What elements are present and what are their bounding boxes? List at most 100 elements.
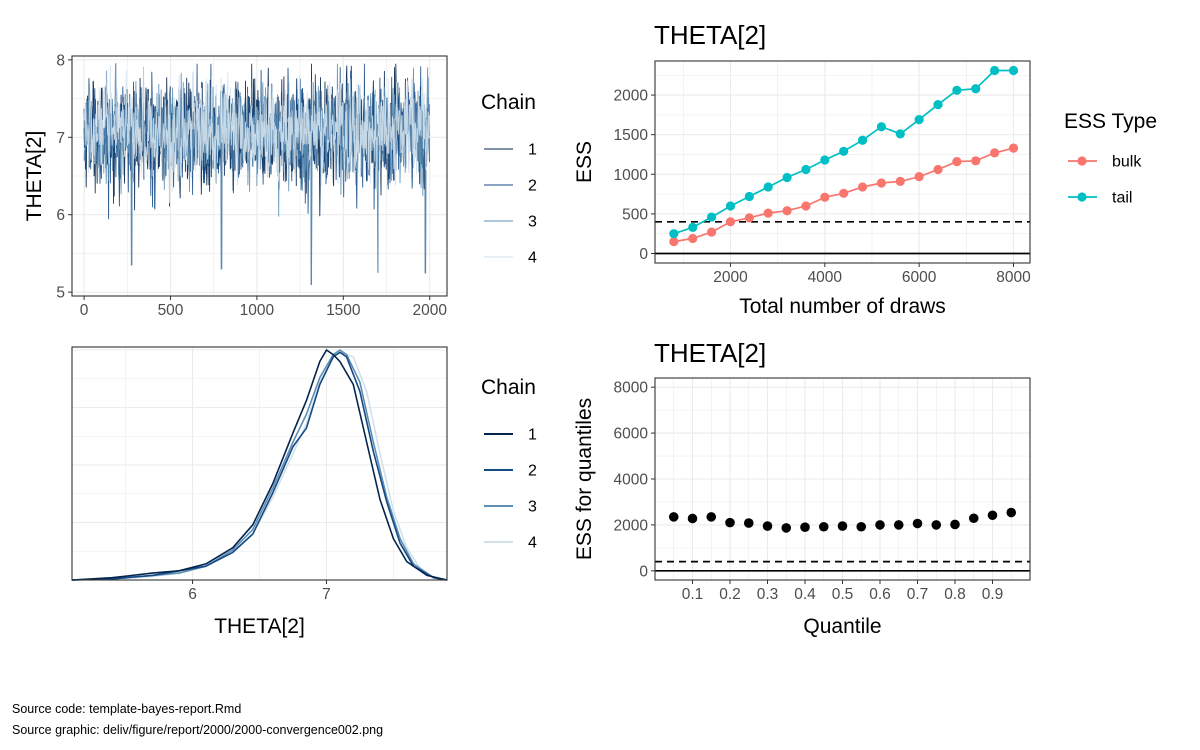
ess-point-tail (839, 146, 849, 156)
ess-point-bulk (990, 148, 1000, 158)
x-tick-label: 0 (80, 302, 89, 319)
ess-quantile-point (668, 512, 679, 522)
ess-point-tail (688, 222, 698, 232)
ess-point-tail (914, 115, 924, 125)
panel-border (71, 346, 448, 581)
ess-point-tail (744, 191, 754, 202)
trace-line-chain-4 (83, 65, 430, 204)
ess-point-bulk (782, 206, 792, 216)
x-tick-label: 0.6 (869, 586, 891, 603)
ess-quantile-point (1006, 507, 1017, 518)
legend-key-point-tail (1077, 192, 1087, 202)
ess-point-tail (876, 122, 887, 132)
ess-quantile-point (987, 510, 998, 521)
ess-point-bulk (688, 233, 698, 244)
y-tick-label: 1000 (614, 167, 649, 184)
ess-point-tail (971, 84, 981, 94)
ess-quantile-point (743, 518, 754, 528)
y-tick-label: 8 (56, 52, 65, 69)
ess-point-tail (725, 201, 736, 211)
ess-point-bulk (1008, 143, 1019, 153)
ess-point-bulk (895, 176, 905, 187)
ess-point-tail (990, 65, 1000, 76)
y-tick-label: 5 (56, 285, 65, 302)
trace-plot-panel: 0 500 1000 1500 2000 5 6 7 8 THETA[2] Chain 1 2 3 4 (23, 52, 537, 319)
legend-label-chain-4: 4 (528, 250, 537, 267)
x-tick-label: 0.1 (682, 586, 704, 603)
x-tick-label: 0.7 (907, 586, 929, 603)
x-tick-label: 0.9 (982, 586, 1004, 603)
ess-point-bulk (839, 188, 849, 198)
legend-label-chain-1: 1 (528, 142, 537, 159)
ess-point-tail (933, 99, 943, 110)
ess-quantile-point (875, 520, 885, 530)
ess-point-tail (707, 212, 717, 222)
x-tick-label: 1500 (326, 302, 361, 319)
ess-quantile-point (912, 518, 923, 529)
ess-point-bulk (725, 217, 736, 227)
ess-quantile-point (931, 520, 942, 530)
density-plot-panel: 6 7 THETA[2] Chain 1 2 3 4 (71, 346, 537, 638)
ess-point-bulk (952, 157, 962, 167)
legend-label-tail: tail (1112, 190, 1132, 207)
x-tick-label: 0.8 (944, 586, 966, 603)
ess-quantile-point (706, 512, 717, 522)
ess-point-tail (669, 229, 679, 239)
x-tick-label: 7 (322, 586, 331, 603)
ess-point-bulk (933, 164, 943, 175)
legend-label-chain-1: 1 (528, 427, 537, 444)
ess-point-bulk (707, 227, 717, 237)
legend-label-bulk: bulk (1112, 154, 1142, 171)
density-curve-chain-3 (71, 349, 448, 581)
y-tick-label: 2000 (614, 517, 649, 534)
ess-point-bulk (744, 213, 754, 223)
x-tick-label: 0.4 (794, 586, 816, 603)
ess-point-tail (782, 172, 792, 183)
panel-border (71, 55, 448, 297)
x-tick-label: 6000 (902, 269, 937, 286)
ess-point-bulk (857, 182, 868, 192)
ess-quantile-point (856, 521, 867, 532)
ess-quantile-x-axis-label: Quantile (803, 615, 881, 638)
ess-point-bulk (876, 178, 887, 188)
x-tick-label: 6 (188, 586, 197, 603)
ess-point-tail (801, 164, 811, 175)
y-tick-label: 0 (639, 563, 648, 580)
ess-point-tail (857, 135, 868, 145)
density-curve-chain-1 (71, 349, 448, 581)
ess-point-tail (820, 155, 830, 165)
ess-quantile-point (725, 517, 735, 528)
ess-quantile-point (800, 522, 810, 533)
legend-title: Chain (481, 376, 536, 399)
ess-quantile-point (950, 519, 960, 530)
ess-quantile-point (762, 521, 773, 531)
legend-label-chain-3: 3 (528, 499, 537, 516)
ess-point-tail (1008, 65, 1019, 76)
ess-point-bulk (801, 201, 811, 211)
ess-quantile-y-axis-label: ESS for quantiles (573, 398, 596, 560)
trace-y-axis-label: THETA[2] (23, 131, 46, 222)
legend-title: Chain (481, 91, 536, 114)
legend-label-chain-2: 2 (528, 178, 537, 195)
x-tick-label: 1000 (240, 302, 275, 319)
legend-label-chain-4: 4 (528, 535, 537, 552)
y-tick-label: 6 (56, 207, 65, 224)
ess-quantile-point (687, 513, 698, 524)
ess-evolution-x-axis-label: Total number of draws (739, 295, 946, 318)
ess-point-bulk (763, 208, 773, 218)
y-tick-label: 0 (639, 246, 648, 263)
y-tick-label: 2000 (614, 88, 649, 105)
ess-point-bulk (971, 156, 981, 166)
ess-quantile-point (781, 523, 792, 533)
ess-quantile-title: THETA[2] (654, 338, 766, 368)
x-tick-label: 2000 (713, 269, 748, 286)
ess-point-tail (895, 129, 905, 139)
x-tick-label: 500 (158, 302, 184, 319)
x-tick-label: 0.5 (832, 586, 854, 603)
ess-point-tail (952, 85, 962, 95)
ess-point-bulk (669, 237, 679, 247)
x-tick-label: 8000 (996, 269, 1031, 286)
y-tick-label: 7 (56, 130, 65, 147)
ess-quantile-point (837, 521, 848, 531)
y-tick-label: 1500 (614, 127, 649, 144)
